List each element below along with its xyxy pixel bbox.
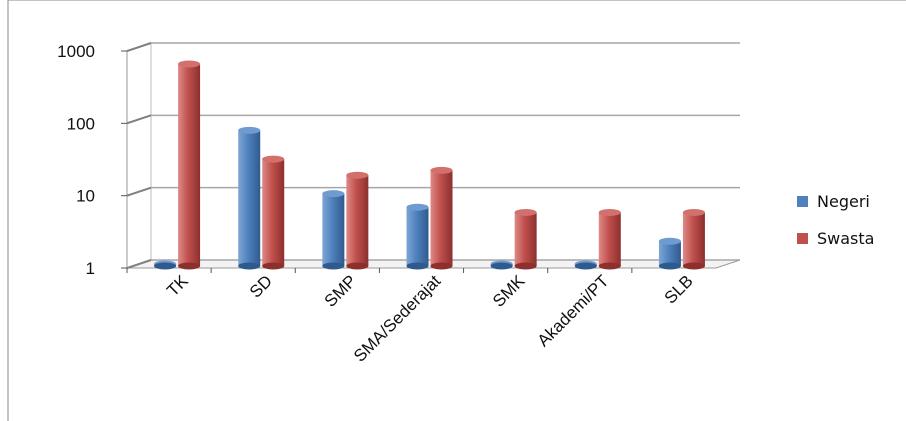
bar-swasta-slb <box>682 208 705 270</box>
x-tick-label: Akademi/PT <box>534 271 613 350</box>
bar-bottom <box>598 262 621 270</box>
legend-label-swasta: Swasta <box>817 229 874 248</box>
bar-top <box>346 171 369 179</box>
x-tick-label: SD <box>246 271 276 301</box>
bar-body <box>406 207 429 266</box>
bar-top <box>322 190 345 198</box>
bar-top <box>262 155 285 163</box>
y-tick-label: 100 <box>67 114 95 133</box>
legend: Negeri Swasta <box>797 192 874 248</box>
x-tick-label: TK <box>163 271 192 300</box>
bar-body <box>430 170 453 266</box>
bar-top <box>682 208 705 216</box>
bar-bottom <box>430 262 453 270</box>
bar-body <box>598 212 621 266</box>
legend-swatch-swasta <box>797 233 808 244</box>
bar-top <box>238 126 261 134</box>
bar-bottom <box>490 262 513 270</box>
bar-negeri-tk <box>154 260 177 270</box>
bar-body <box>178 64 201 266</box>
bar-bottom <box>322 262 345 270</box>
bar-swasta-sd <box>262 155 285 270</box>
bar-body <box>238 130 261 266</box>
bar-negeri-akademi-pt <box>574 260 597 270</box>
legend-label-negeri: Negeri <box>817 192 870 211</box>
bar-bottom <box>154 262 177 270</box>
bar-top <box>178 60 201 68</box>
bar-top <box>406 203 429 211</box>
bar-top <box>658 237 681 245</box>
bar-body <box>346 175 369 266</box>
bar-bottom <box>514 262 537 270</box>
bar-swasta-smk <box>514 208 537 270</box>
bar-bottom <box>238 262 261 270</box>
gridline-side <box>126 186 152 197</box>
bar-body <box>262 159 285 266</box>
bar-negeri-smp <box>322 190 345 270</box>
bar-body <box>682 212 705 266</box>
bar-negeri-sd <box>238 126 261 270</box>
legend-swatch-negeri <box>797 196 808 207</box>
bar-swasta-tk <box>178 60 201 270</box>
x-tick-label: SMP <box>321 271 360 310</box>
bar-top <box>598 208 621 216</box>
bar-body <box>322 193 345 266</box>
gridline-side <box>126 259 152 269</box>
y-axis-ticks: 1 10 100 1000 <box>57 42 127 278</box>
bar-bottom <box>682 262 705 270</box>
bar-body <box>658 241 681 266</box>
bar-bottom <box>658 262 681 270</box>
bar-bottom <box>574 262 597 270</box>
y-tick-label: 1000 <box>57 42 95 61</box>
y-tick-label: 1 <box>86 259 95 278</box>
bar-top <box>430 166 453 174</box>
x-tick-label: SMA/Sederajat <box>350 271 444 365</box>
bar-bottom <box>178 262 201 270</box>
bar-top <box>514 208 537 216</box>
y-tick-label: 10 <box>76 187 95 206</box>
bar-swasta-sma-sederajat <box>430 166 453 270</box>
bar-bottom <box>262 262 285 270</box>
gridline-side <box>126 114 152 125</box>
bars <box>154 60 705 270</box>
bar-body <box>514 212 537 266</box>
bar-negeri-sma-sederajat <box>406 203 429 270</box>
bar-bottom <box>346 262 369 270</box>
bar-negeri-smk <box>490 260 513 270</box>
bar-swasta-akademi-pt <box>598 208 621 270</box>
bar-swasta-smp <box>346 171 369 270</box>
gridline-side <box>126 42 152 52</box>
bar-bottom <box>406 262 429 270</box>
x-tick-label: SMK <box>489 271 529 311</box>
x-tick-label: SLB <box>661 271 697 307</box>
bar-negeri-slb <box>658 237 681 270</box>
